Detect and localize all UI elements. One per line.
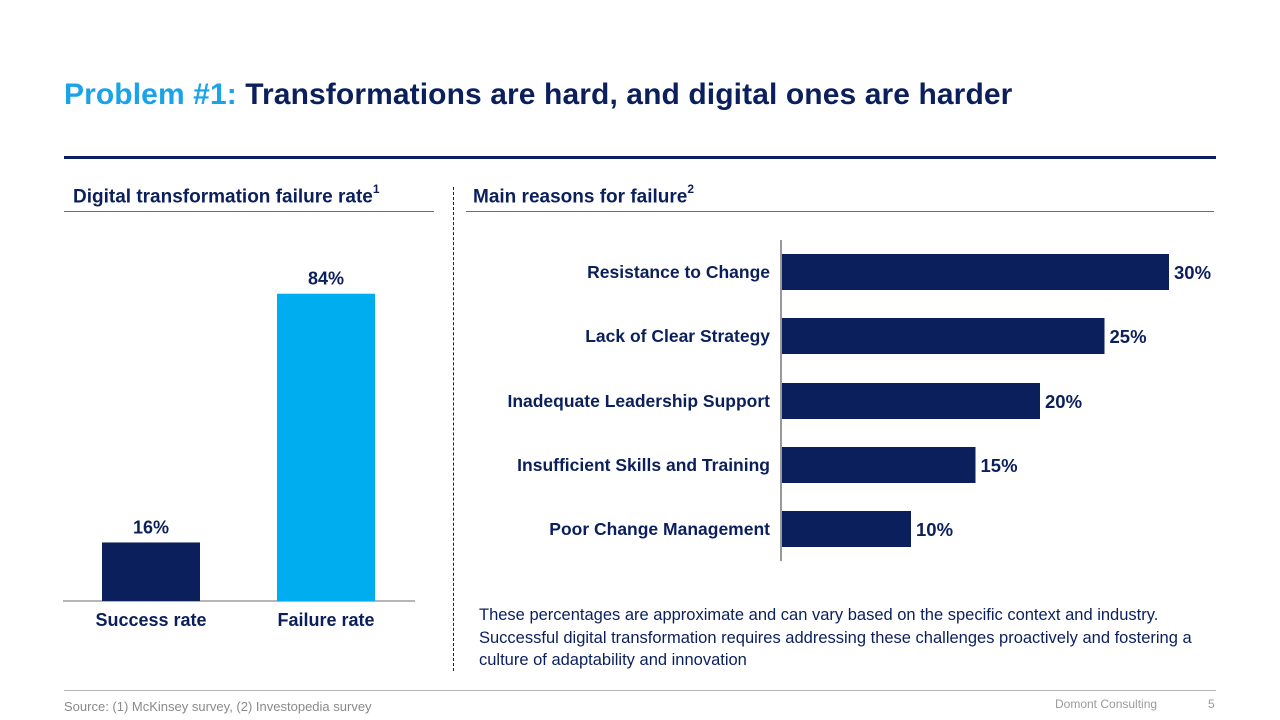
left-section-title-text: Digital transformation failure rate [73, 186, 373, 208]
chart-note: These percentages are approximate and ca… [479, 606, 1192, 669]
bar-value-label: 16% [133, 517, 169, 537]
hbar-category-label: Insufficient Skills and Training [517, 455, 770, 475]
bar-failure-rate [277, 293, 375, 601]
hbar-value-label: 30% [1174, 262, 1211, 283]
right-section-footnote: 2 [687, 182, 695, 196]
hbar-category-label: Inadequate Leadership Support [507, 391, 770, 411]
hbar-2 [782, 318, 1105, 354]
title-underline [64, 156, 1216, 159]
hbar-4 [782, 447, 976, 483]
hbar-1 [782, 254, 1169, 290]
category-label: Failure rate [277, 610, 374, 630]
page-title: Problem #1: Transformations are hard, an… [64, 78, 1012, 112]
hbar-category-label: Poor Change Management [549, 519, 770, 539]
hbar-value-label: 10% [916, 519, 953, 540]
hbar-value-label: 20% [1045, 391, 1082, 412]
company-name: Domont Consulting [1055, 697, 1158, 711]
hbar-value-label: 25% [1110, 326, 1147, 347]
left-section-footnote: 1 [372, 182, 380, 196]
right-section-title-text: Main reasons for failure [473, 186, 688, 208]
left-section-rule [64, 211, 434, 212]
right-section-title: Main reasons for failure2 [473, 182, 695, 208]
bar-value-label: 84% [308, 269, 344, 289]
hbar-category-label: Resistance to Change [587, 262, 770, 282]
bar-success-rate [102, 542, 200, 601]
hbar-value-label: 15% [981, 455, 1018, 476]
section-divider [453, 187, 454, 671]
footer-rule [64, 690, 1216, 691]
right-section-rule [466, 211, 1214, 212]
title-highlight: Problem #1: [64, 78, 237, 111]
title-text: Transformations are hard, and digital on… [245, 78, 1013, 111]
page-number: 5 [1208, 697, 1215, 711]
hbar-5 [782, 511, 911, 547]
hbar-3 [782, 383, 1040, 419]
source-citation: Source: (1) McKinsey survey, (2) Investo… [64, 699, 372, 714]
hbar-category-label: Lack of Clear Strategy [585, 326, 770, 346]
category-label: Success rate [95, 610, 206, 630]
left-section-title: Digital transformation failure rate1 [73, 182, 380, 208]
